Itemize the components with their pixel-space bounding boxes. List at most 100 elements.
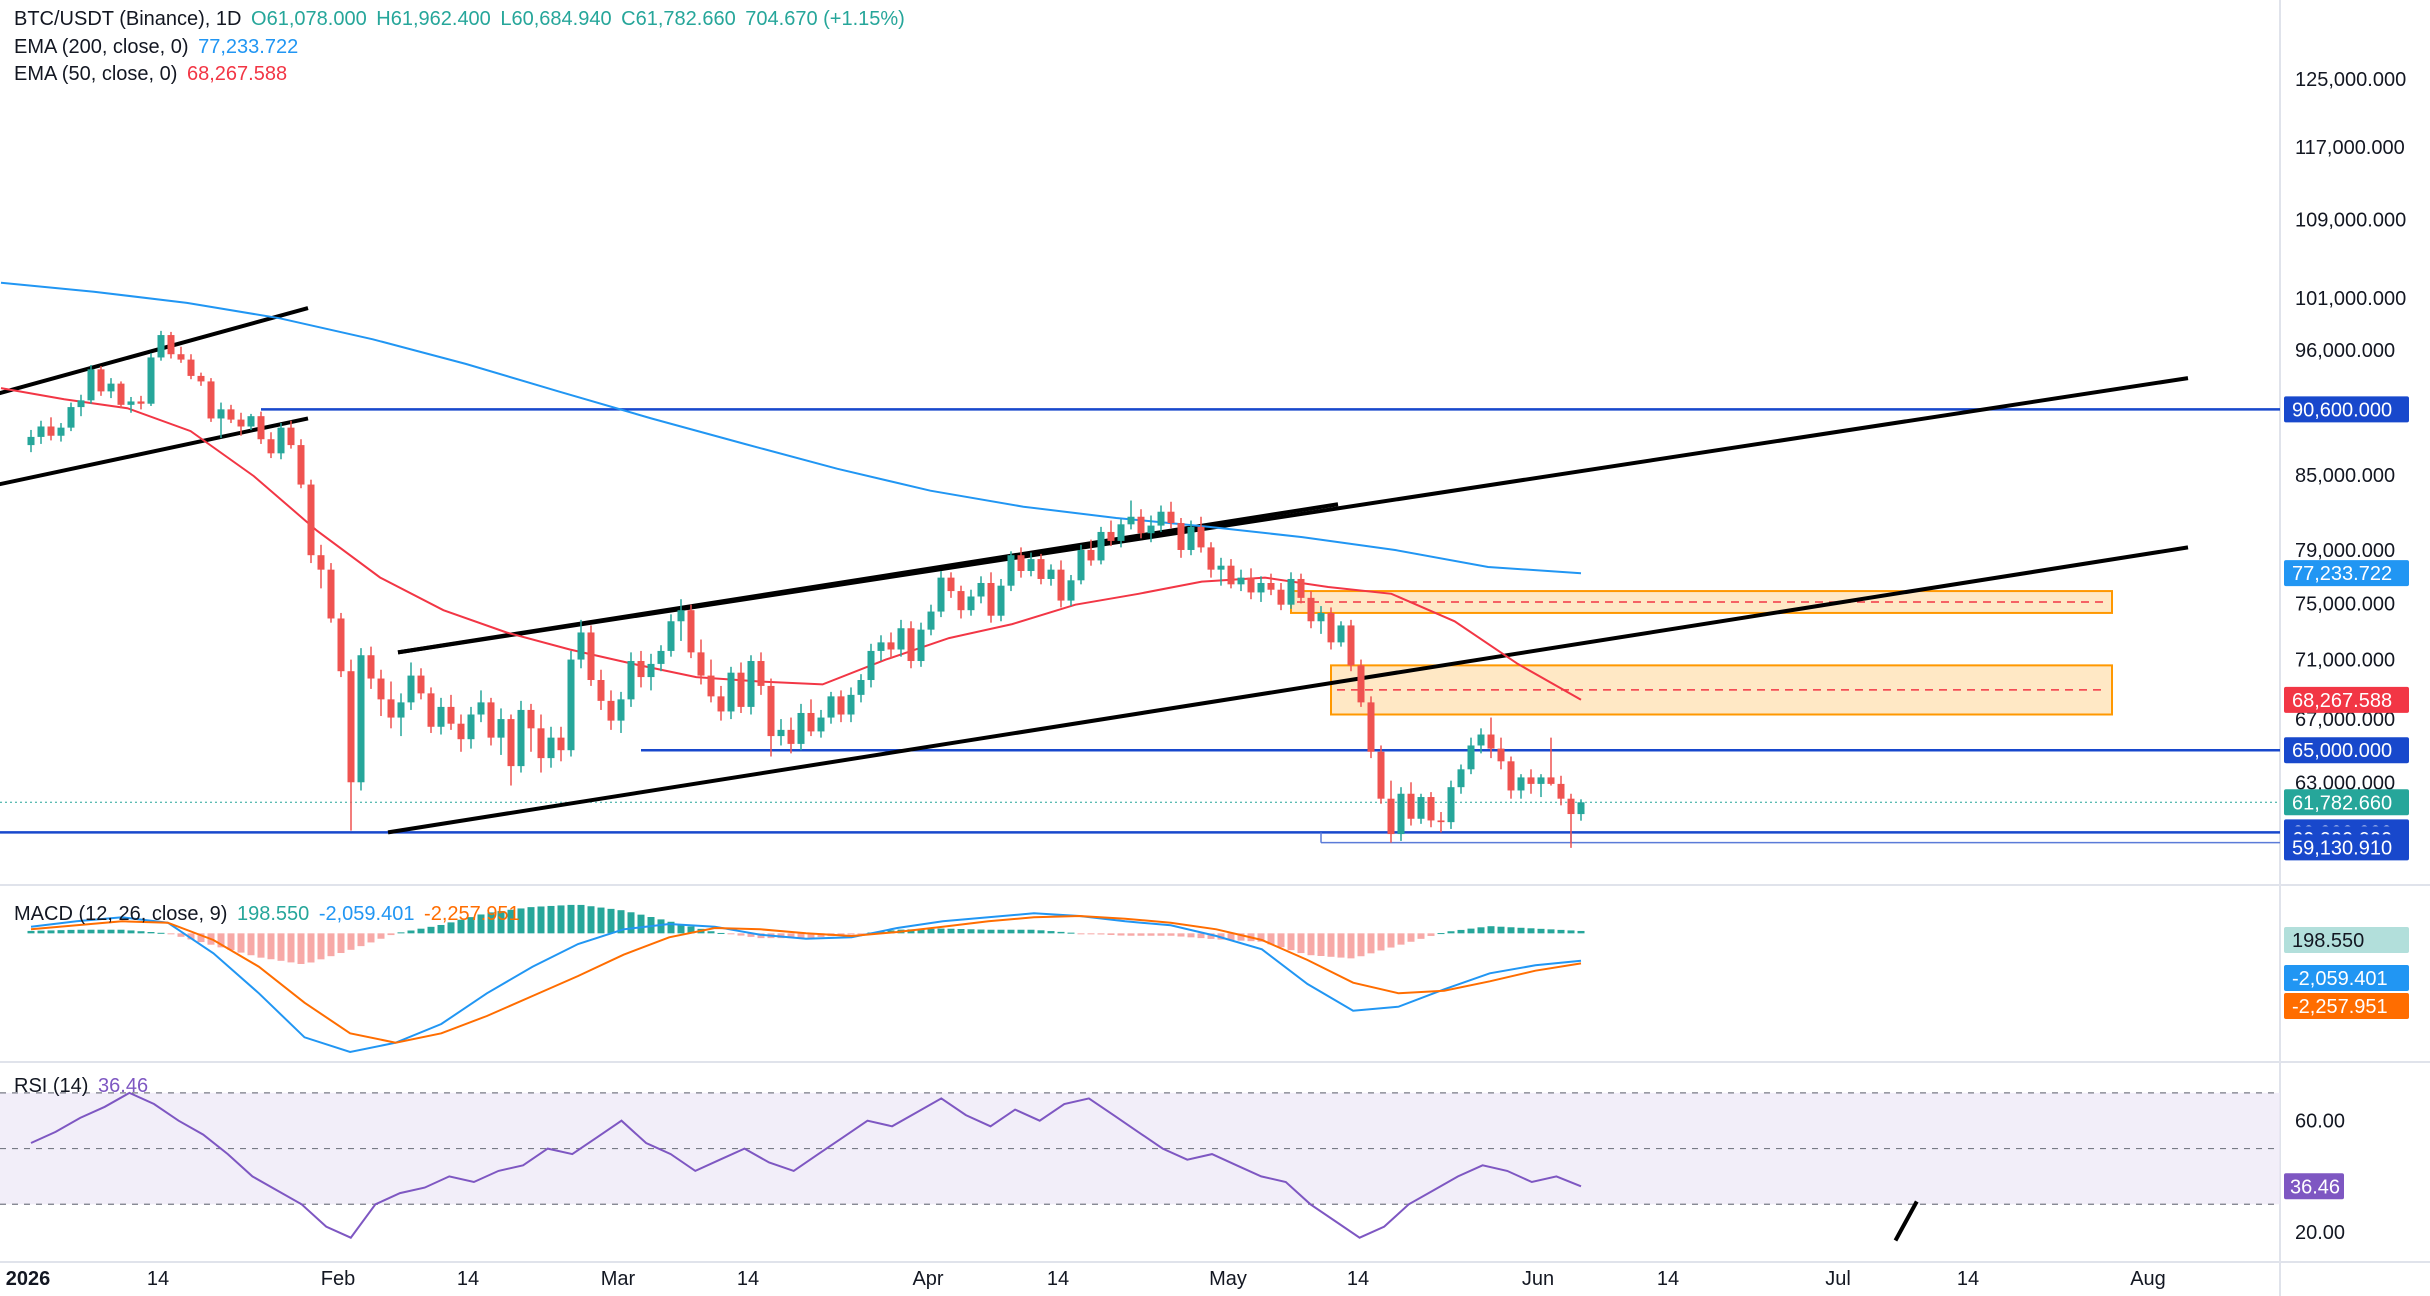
candle-body — [947, 577, 955, 592]
candle-body — [1017, 555, 1025, 571]
price-tag — [2284, 686, 2409, 713]
candle-body — [647, 663, 655, 678]
macd-histogram-bar — [577, 904, 585, 934]
candle-body — [317, 555, 325, 570]
price-tag — [2284, 396, 2409, 423]
candle-body — [347, 671, 355, 783]
candle-body — [707, 675, 715, 697]
macd-histogram-bar — [1427, 933, 1435, 936]
candle-body — [497, 719, 505, 738]
macd-histogram-bar — [157, 932, 165, 934]
candle-body — [847, 694, 855, 715]
candle-body — [697, 652, 705, 676]
macd-histogram-bar — [337, 933, 345, 954]
candle-body — [1407, 793, 1415, 819]
macd-histogram-bar — [1157, 933, 1165, 936]
macd-histogram-bar — [247, 933, 255, 956]
candle-body — [387, 699, 395, 718]
macd-histogram-bar — [1097, 933, 1105, 935]
ema200-line — [0, 281, 1582, 575]
candle-body — [1287, 578, 1295, 605]
macd-histogram-bar — [917, 929, 925, 934]
macd-histogram-bar — [637, 914, 645, 934]
x-tick-label: 2026 — [6, 1268, 51, 1290]
macd-histogram-bar — [967, 929, 975, 934]
candle-body — [1517, 777, 1525, 791]
candle-body — [817, 717, 825, 732]
x-tick-label: Apr — [912, 1268, 943, 1290]
candle-body — [1507, 761, 1515, 791]
rsi-value-tag — [2284, 1173, 2344, 1200]
macd-line — [30, 912, 1582, 1054]
macd-histogram-bar — [1257, 933, 1265, 942]
candle-body — [577, 632, 585, 660]
candle-body — [257, 416, 265, 440]
price-tag-label: 90,600.000 — [2292, 399, 2392, 421]
x-tick-label: 14 — [147, 1268, 169, 1290]
macd-histogram-bar — [417, 928, 425, 934]
macd-histogram-bar — [1357, 933, 1365, 957]
candle-body — [467, 714, 475, 740]
candle-body — [1217, 565, 1225, 570]
ema50-value: 68,267.588 — [186, 63, 288, 85]
x-tick-label: Mar — [601, 1268, 636, 1290]
macd-histogram-bar — [747, 933, 755, 937]
rsi-divergence-trendline — [1893, 1200, 1919, 1242]
candle-body — [1057, 569, 1065, 601]
macd-histogram-bar — [497, 911, 505, 934]
candle-body — [477, 702, 485, 715]
macd-histogram-bar — [1137, 933, 1145, 936]
candle-body — [1267, 582, 1275, 590]
ohlc-close: C61,782.660 — [621, 8, 736, 30]
price-tag-label: 68,267.588 — [2292, 690, 2392, 712]
candle-body — [517, 709, 525, 767]
macd-histogram-bar — [727, 933, 735, 935]
candle-body — [1307, 597, 1315, 622]
macd-histogram-bar — [1437, 933, 1445, 935]
x-tick-label: 14 — [457, 1268, 479, 1290]
macd-histogram-bar — [717, 932, 725, 934]
macd-histogram-bar — [1527, 928, 1535, 934]
candle-body — [987, 582, 995, 616]
macd-histogram-bar — [1407, 933, 1415, 942]
candle-body — [807, 712, 815, 732]
candle-body — [667, 621, 675, 651]
macd-histogram-bar — [837, 933, 845, 936]
candle-body — [1317, 612, 1325, 622]
candle-body — [67, 407, 75, 428]
trendline — [397, 376, 2189, 655]
macd-histogram-bar — [527, 907, 535, 934]
candle-body — [877, 642, 885, 651]
macd-histogram-bar — [627, 912, 635, 934]
macd-histogram-bar — [1267, 933, 1275, 945]
x-tick-label: 14 — [737, 1268, 759, 1290]
macd-histogram-bar — [1107, 933, 1115, 935]
macd-histogram-bar — [487, 912, 495, 934]
candle-body — [437, 706, 445, 727]
candle-body — [1547, 777, 1555, 784]
candle-body — [397, 702, 405, 718]
ohlc-low: L60,684.940 — [500, 8, 612, 30]
macd-histogram-bar — [1177, 933, 1185, 937]
candle-body — [1557, 783, 1565, 799]
macd-histogram-bar — [1517, 927, 1525, 934]
macd-histogram-bar — [687, 926, 695, 934]
macd-histogram-bar — [1027, 929, 1035, 934]
macd-histogram-bar — [1547, 929, 1555, 934]
candle-body — [1387, 798, 1395, 835]
candle-body — [37, 426, 45, 437]
candle-body — [527, 709, 535, 729]
macd-histogram-bar — [427, 926, 435, 934]
candle-body — [1447, 787, 1455, 823]
candle-body — [297, 445, 305, 485]
rsi-tag-label: 36.46 — [2290, 1176, 2340, 1198]
macd-histogram-bar — [267, 933, 275, 960]
macd-histogram-bar — [407, 930, 415, 934]
candle-body — [777, 729, 785, 737]
macd-histogram-bar — [857, 933, 865, 935]
candle-body — [1457, 769, 1465, 788]
macd-histogram-bar — [567, 904, 575, 934]
x-tick-label: 14 — [1957, 1268, 1979, 1290]
candle-body — [1207, 547, 1215, 570]
